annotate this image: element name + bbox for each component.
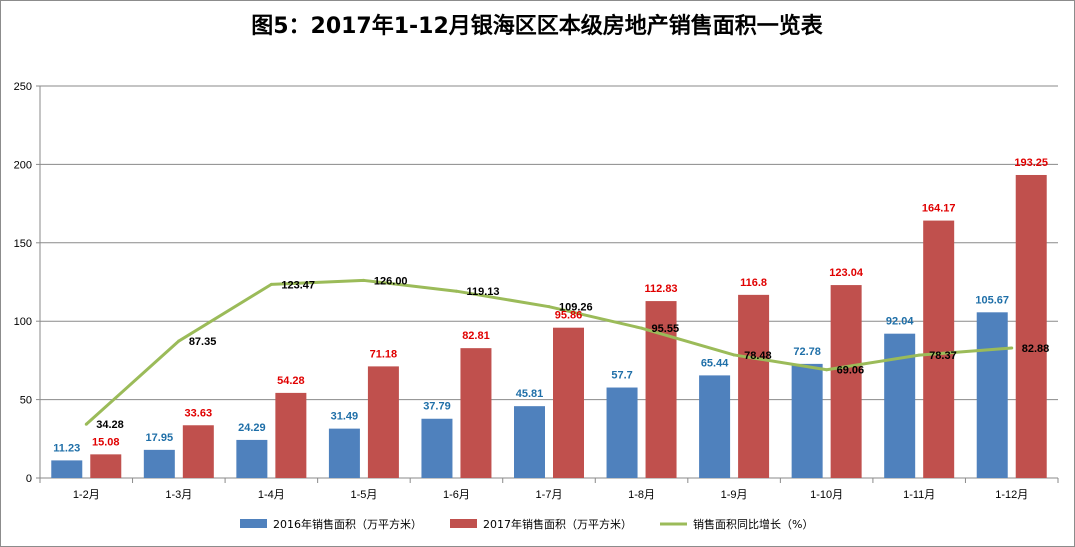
bar-2017-label: 112.83 — [645, 283, 678, 295]
y-tick-label: 150 — [14, 238, 32, 250]
legend-entry: 2017年销售面积（万平方米） — [483, 517, 632, 531]
bars — [51, 174, 1047, 479]
bar-2017 — [738, 294, 770, 478]
growth-label: 126.00 — [374, 275, 408, 287]
bar-2016 — [791, 363, 823, 478]
growth-point — [177, 339, 181, 343]
bar-2017 — [1015, 174, 1047, 478]
growth-point — [732, 353, 736, 357]
bar-2016 — [51, 460, 83, 478]
growth-polyline — [85, 278, 1012, 426]
y-tick-label: 250 — [14, 81, 32, 93]
bar-2016-label: 24.29 — [238, 422, 266, 434]
growth-point — [1010, 346, 1014, 350]
x-tick-label: 1-11月 — [903, 489, 935, 501]
y-tick-label: 0 — [26, 473, 32, 485]
growth-label: 78.48 — [744, 350, 772, 362]
legend-entry: 2016年销售面积（万平方米） — [273, 517, 422, 531]
legend-entry: 销售面积同比增长（%） — [693, 517, 813, 531]
x-tick-label: 1-8月 — [628, 489, 655, 501]
bar-2016-label: 31.49 — [331, 411, 359, 423]
growth-label: 109.26 — [559, 302, 593, 314]
x-tick-label: 1-6月 — [443, 489, 470, 501]
bar-2016-label: 11.23 — [53, 442, 80, 454]
growth-point — [917, 353, 921, 357]
bar-2017-label: 123.04 — [829, 267, 864, 279]
bar-2016 — [699, 375, 731, 478]
bar-2017 — [553, 327, 584, 478]
growth-label: 78.37 — [929, 350, 957, 362]
bar-2017-label: 71.18 — [370, 348, 398, 360]
axes: 0 50 100 150 200 250 1-2月 1-3月 1-4月 1-5月 1-6月 1-7月 1… — [14, 81, 1059, 501]
growth-point — [825, 368, 829, 372]
bar-2016-label: 92.04 — [886, 316, 914, 328]
bar-2017-label: 193.25 — [1014, 157, 1048, 169]
growth-label: 95.55 — [652, 323, 680, 335]
x-tick-label: 1-10月 — [810, 489, 843, 501]
bar-2017-label: 33.63 — [185, 407, 213, 419]
bar-2016-label: 45.81 — [516, 388, 544, 400]
chart-title: 图5：2017年1-12月银海区区本级房地产销售面积一览表 — [251, 13, 824, 39]
bar-2017 — [182, 425, 214, 478]
legend-swatch — [240, 519, 267, 528]
growth-label: 87.35 — [189, 336, 217, 348]
y-tick-label: 50 — [20, 395, 32, 407]
bar-2016-label: 65.44 — [701, 357, 729, 369]
bar-2017 — [460, 348, 492, 478]
growth-point — [454, 289, 458, 293]
bar-2016 — [514, 406, 545, 478]
growth-point — [640, 326, 644, 330]
bar-2016-label: 17.95 — [146, 432, 174, 444]
growth-label: 69.06 — [837, 365, 865, 377]
y-tick-label: 200 — [14, 159, 32, 171]
x-tick-label: 1-2月 — [73, 489, 100, 501]
bar-2017-label: 95.86 — [555, 310, 583, 322]
growth-label: 82.88 — [1022, 343, 1050, 355]
y-tick-label: 100 — [14, 316, 32, 328]
x-tick-label: 1-7月 — [536, 489, 563, 501]
bar-2017-label: 82.81 — [462, 330, 490, 342]
x-tick-label: 1-3月 — [165, 489, 192, 501]
bar-2017 — [367, 366, 399, 478]
x-tick-label: 1-4月 — [258, 489, 285, 501]
x-tick-label: 1-5月 — [350, 489, 377, 501]
bar-2016-label: 72.78 — [793, 346, 821, 358]
bar-2016 — [328, 428, 360, 478]
growth-label: 119.13 — [466, 286, 499, 298]
bar-2016-label: 105.67 — [975, 294, 1009, 306]
bar-2016-label: 37.79 — [423, 401, 451, 413]
legend: 2016年销售面积（万平方米） 2017年销售面积（万平方米） 销售面积同比增长（%… — [240, 517, 813, 531]
bar-2016 — [606, 387, 638, 478]
bar-2017 — [830, 285, 862, 478]
bar-2016 — [236, 439, 268, 478]
bar-2017-label: 15.08 — [92, 436, 120, 448]
data-labels: 11.23 15.08 17.95 33.63 24.29 54.28 31.49 71.18… — [53, 157, 1049, 454]
x-tick-label: 1-12月 — [995, 489, 1028, 501]
x-tick-label: 1-9月 — [721, 489, 748, 501]
bar-2017-label: 54.28 — [277, 375, 305, 387]
bar-2017 — [923, 220, 955, 479]
bar-2016 — [143, 449, 175, 478]
bar-2016 — [976, 312, 1008, 478]
bar-2017 — [275, 392, 307, 478]
bar-2017-label: 116.8 — [740, 277, 767, 289]
legend-swatch — [450, 519, 477, 528]
growth-point — [269, 282, 273, 286]
growth-point — [547, 305, 551, 309]
bar-2016 — [421, 418, 453, 478]
bar-2017-label: 164.17 — [922, 203, 956, 215]
growth-line — [84, 278, 1014, 426]
bar-2016-label: 57.7 — [611, 370, 632, 382]
growth-point — [362, 278, 366, 282]
growth-label: 123.47 — [281, 279, 315, 291]
bar-2017 — [90, 454, 122, 478]
growth-point — [84, 422, 88, 426]
growth-label: 34.28 — [96, 419, 124, 431]
